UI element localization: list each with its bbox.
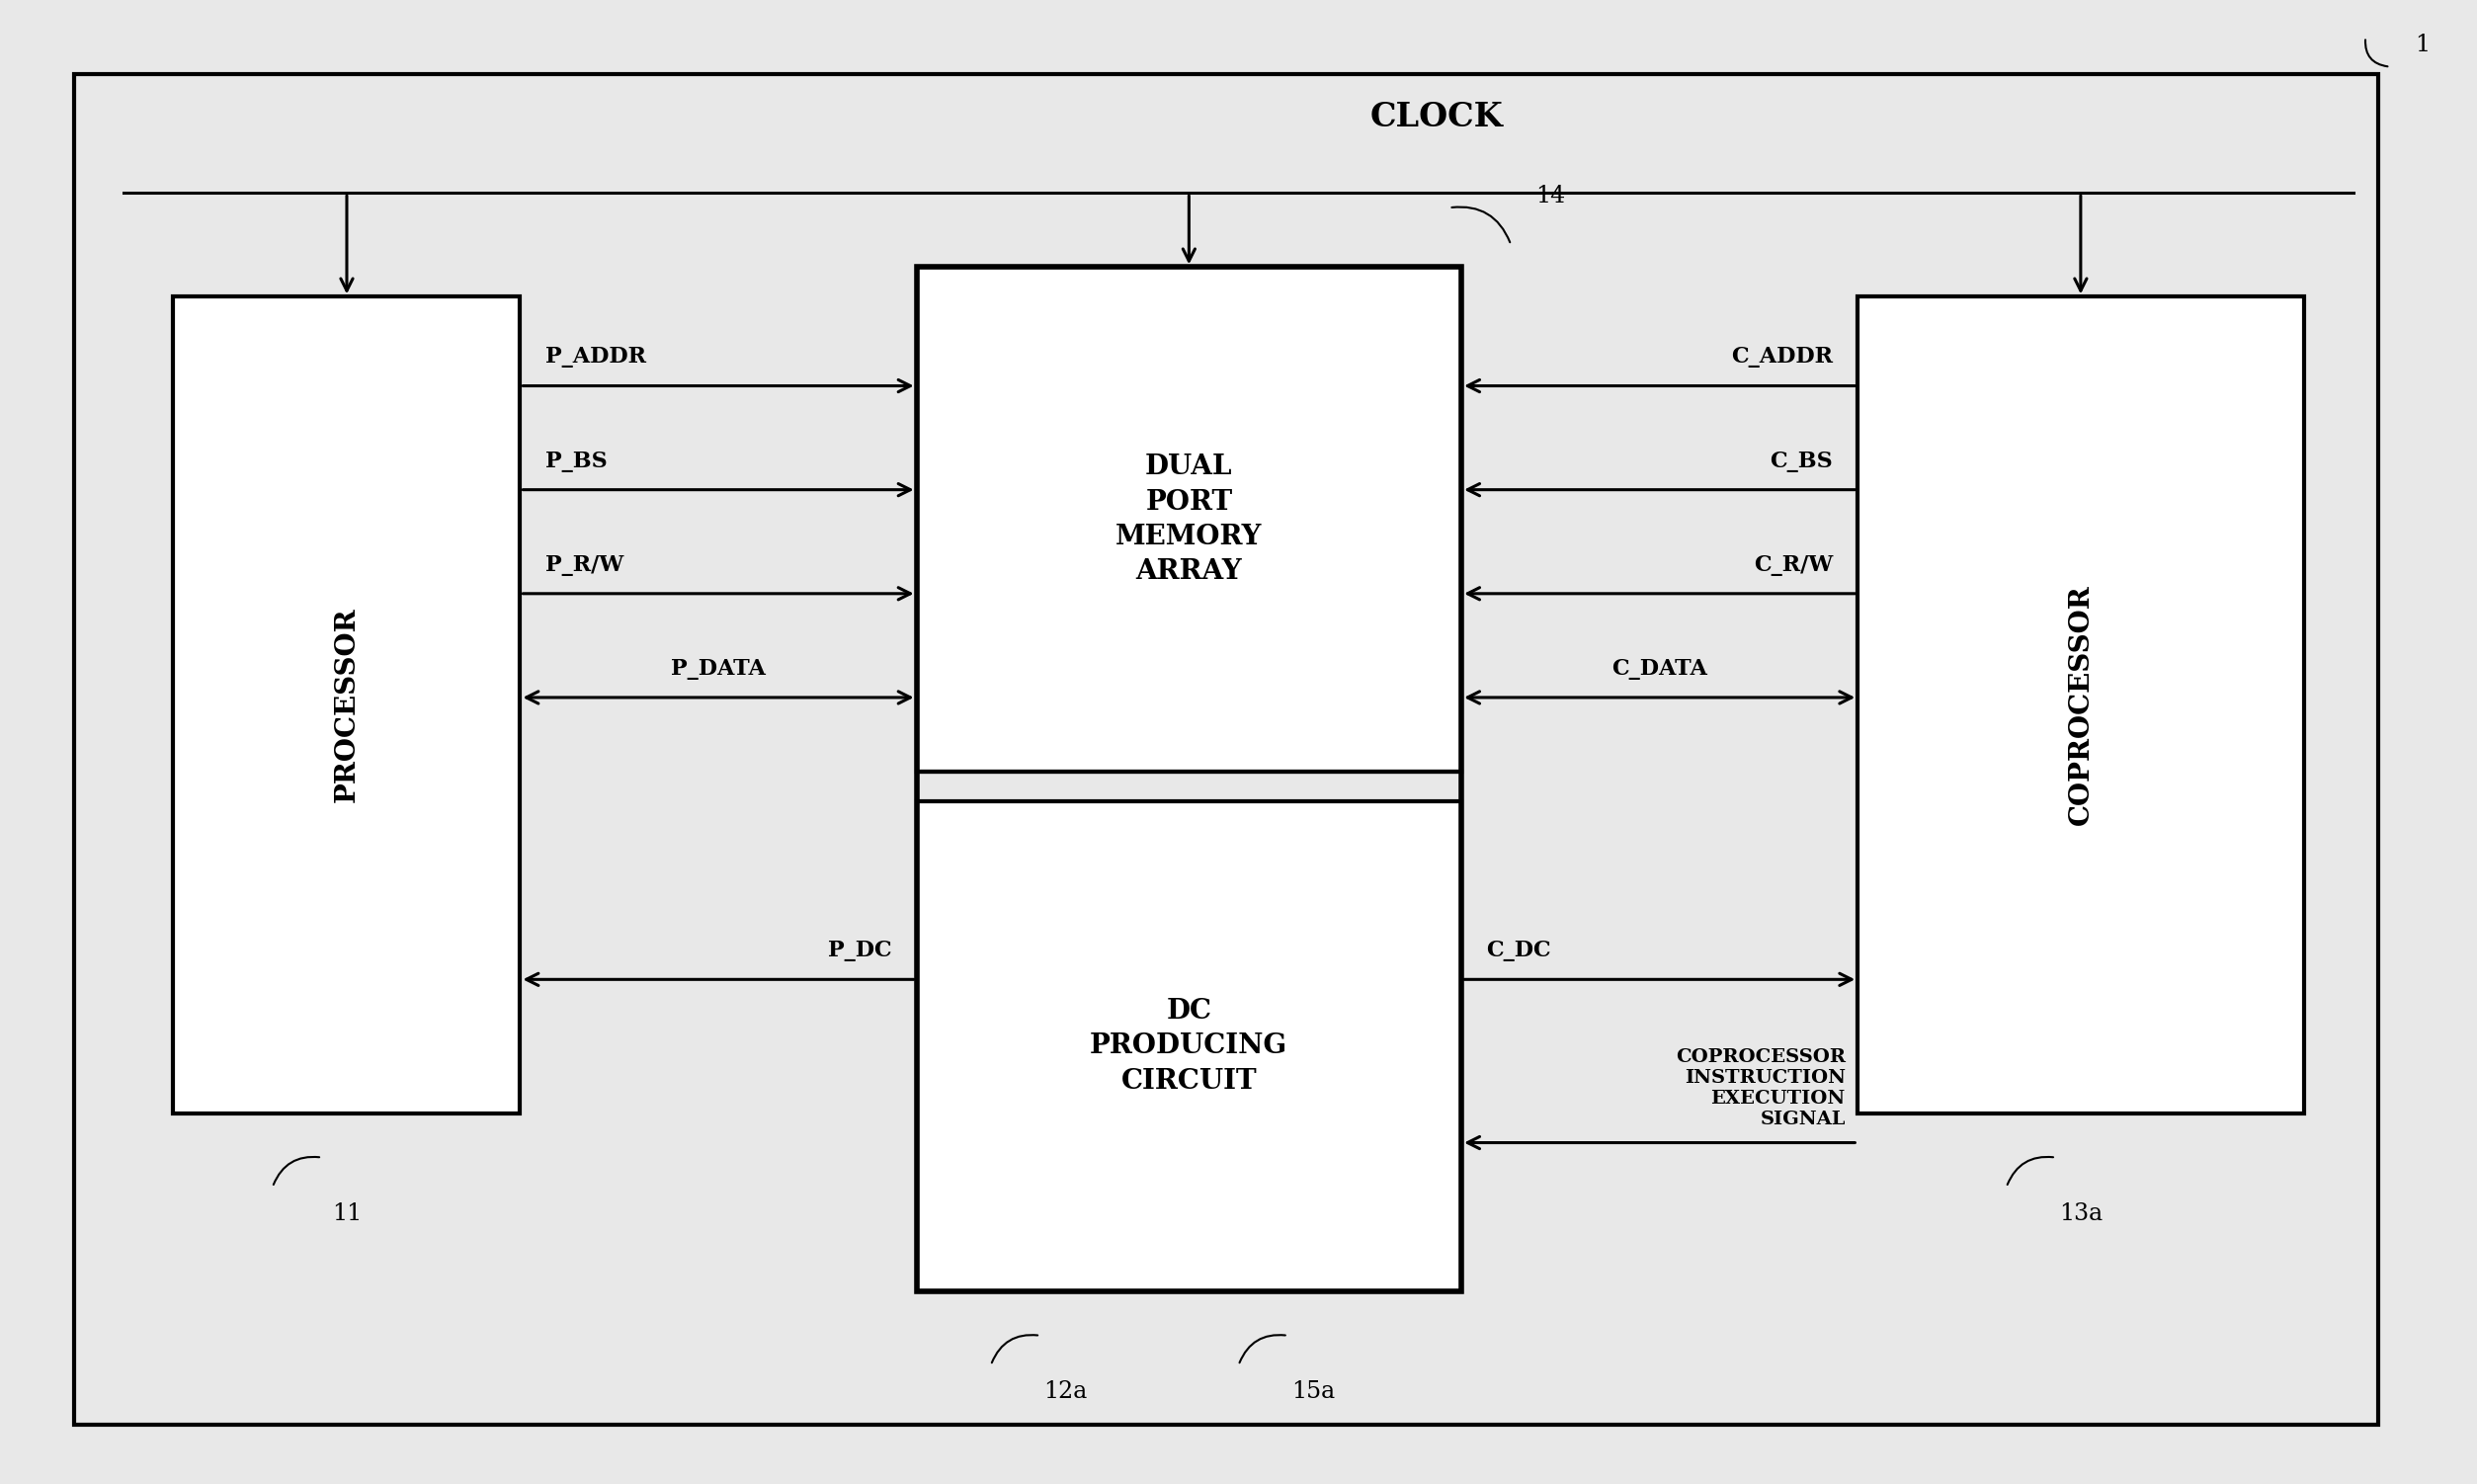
Text: 11: 11: [332, 1202, 362, 1224]
Text: 14: 14: [1536, 186, 1565, 208]
Text: P_DC: P_DC: [827, 939, 892, 962]
Text: DC
PRODUCING
CIRCUIT: DC PRODUCING CIRCUIT: [1090, 997, 1288, 1095]
Text: 13a: 13a: [2058, 1202, 2103, 1224]
Text: P_BS: P_BS: [545, 450, 607, 472]
Bar: [173, 297, 520, 1113]
Text: C_R/W: C_R/W: [1754, 554, 1833, 576]
Text: 15a: 15a: [1291, 1380, 1335, 1402]
Text: P_DATA: P_DATA: [671, 657, 765, 680]
Text: C_DC: C_DC: [1486, 939, 1551, 962]
Bar: [916, 267, 1461, 1291]
Text: 12a: 12a: [1043, 1380, 1087, 1402]
Text: 1: 1: [2415, 33, 2430, 56]
Bar: [1858, 297, 2304, 1113]
Text: COPROCESSOR: COPROCESSOR: [2068, 585, 2093, 825]
Text: C_BS: C_BS: [1771, 450, 1833, 472]
Text: C_ADDR: C_ADDR: [1731, 346, 1833, 368]
Bar: [916, 267, 1461, 772]
Text: P_R/W: P_R/W: [545, 554, 624, 576]
Text: P_ADDR: P_ADDR: [545, 346, 646, 368]
Bar: [916, 801, 1461, 1291]
Text: COPROCESSOR
INSTRUCTION
EXECUTION
SIGNAL: COPROCESSOR INSTRUCTION EXECUTION SIGNAL: [1674, 1048, 1845, 1128]
Text: DUAL
PORT
MEMORY
ARRAY: DUAL PORT MEMORY ARRAY: [1115, 454, 1263, 585]
Text: C_DATA: C_DATA: [1613, 657, 1707, 680]
Text: CLOCK: CLOCK: [1370, 101, 1504, 134]
Text: PROCESSOR: PROCESSOR: [334, 607, 359, 803]
